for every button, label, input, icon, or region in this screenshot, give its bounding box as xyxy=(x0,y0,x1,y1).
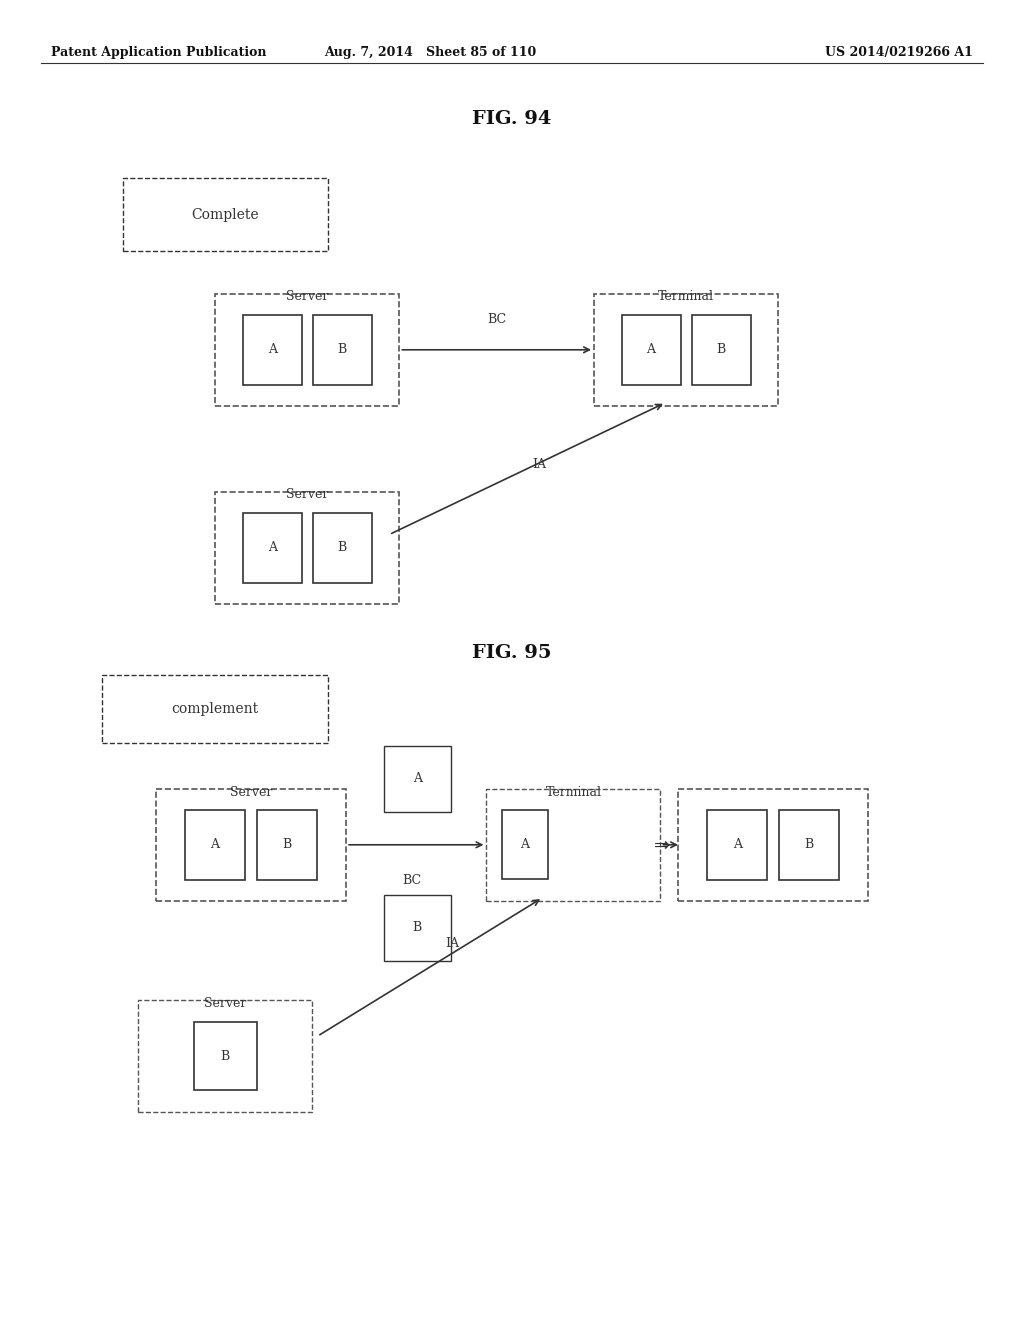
FancyBboxPatch shape xyxy=(215,294,399,407)
Text: A: A xyxy=(210,838,219,851)
Text: B: B xyxy=(220,1049,230,1063)
Text: A: A xyxy=(646,343,655,356)
FancyBboxPatch shape xyxy=(312,315,372,384)
Text: BC: BC xyxy=(487,313,506,326)
Text: US 2014/0219266 A1: US 2014/0219266 A1 xyxy=(825,46,973,59)
Text: A: A xyxy=(732,838,741,851)
Text: B: B xyxy=(413,921,422,935)
FancyBboxPatch shape xyxy=(138,1001,312,1111)
Text: A: A xyxy=(413,772,422,785)
Text: A: A xyxy=(267,541,276,554)
FancyBboxPatch shape xyxy=(257,810,317,879)
Text: IA: IA xyxy=(445,937,460,950)
FancyBboxPatch shape xyxy=(194,1022,257,1090)
Text: Server: Server xyxy=(286,290,329,304)
FancyBboxPatch shape xyxy=(312,513,372,582)
Text: Patent Application Publication: Patent Application Publication xyxy=(51,46,266,59)
FancyBboxPatch shape xyxy=(707,810,767,879)
FancyBboxPatch shape xyxy=(243,315,302,384)
FancyBboxPatch shape xyxy=(215,492,399,605)
FancyBboxPatch shape xyxy=(502,810,548,879)
Text: A: A xyxy=(267,343,276,356)
FancyBboxPatch shape xyxy=(691,315,751,384)
Text: B: B xyxy=(805,838,814,851)
Text: Server: Server xyxy=(286,488,329,502)
Text: IA: IA xyxy=(532,458,547,471)
Text: FIG. 94: FIG. 94 xyxy=(472,110,552,128)
FancyBboxPatch shape xyxy=(486,788,660,900)
Text: B: B xyxy=(717,343,726,356)
Text: Aug. 7, 2014   Sheet 85 of 110: Aug. 7, 2014 Sheet 85 of 110 xyxy=(324,46,537,59)
Text: Complete: Complete xyxy=(191,207,259,222)
FancyBboxPatch shape xyxy=(156,788,346,900)
Text: $\Rightarrow$: $\Rightarrow$ xyxy=(650,836,671,854)
FancyBboxPatch shape xyxy=(594,294,778,407)
FancyBboxPatch shape xyxy=(678,788,867,900)
Text: Server: Server xyxy=(229,785,272,799)
Text: Terminal: Terminal xyxy=(546,785,601,799)
FancyBboxPatch shape xyxy=(123,178,328,251)
FancyBboxPatch shape xyxy=(184,810,245,879)
Text: B: B xyxy=(338,541,347,554)
Text: Server: Server xyxy=(204,997,247,1010)
Text: FIG. 95: FIG. 95 xyxy=(472,644,552,663)
FancyBboxPatch shape xyxy=(384,895,451,961)
FancyBboxPatch shape xyxy=(384,746,451,812)
Text: A: A xyxy=(520,838,529,851)
FancyBboxPatch shape xyxy=(243,513,302,582)
Text: B: B xyxy=(338,343,347,356)
FancyBboxPatch shape xyxy=(779,810,840,879)
FancyBboxPatch shape xyxy=(622,315,681,384)
Text: complement: complement xyxy=(171,702,259,715)
Text: Terminal: Terminal xyxy=(658,290,714,304)
Text: B: B xyxy=(283,838,292,851)
Text: BC: BC xyxy=(402,874,422,887)
FancyBboxPatch shape xyxy=(102,675,328,743)
